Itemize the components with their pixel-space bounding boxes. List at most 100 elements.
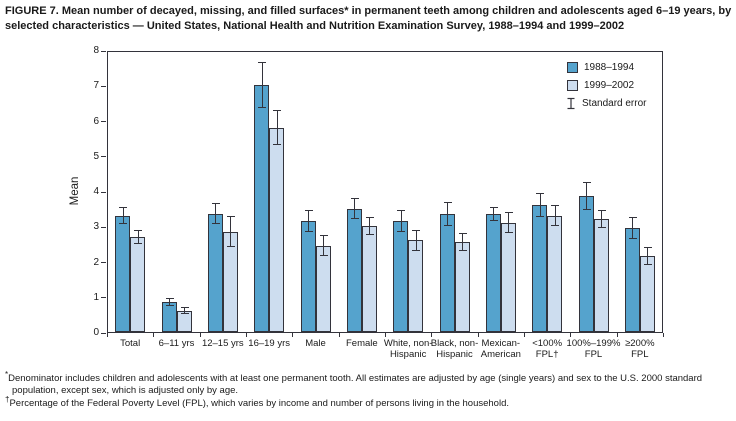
bar-1999-2002 bbox=[408, 240, 424, 332]
error-bar-cap bbox=[304, 210, 313, 212]
error-bar-cap bbox=[165, 305, 174, 307]
x-category-label: Mexican- American bbox=[480, 338, 521, 361]
error-bar-cap bbox=[258, 107, 267, 109]
legend-label: 1999–2002 bbox=[584, 79, 635, 91]
x-category-label: ≥200% FPL bbox=[625, 338, 655, 361]
bar-1999-2002 bbox=[361, 226, 377, 332]
error-bar-cap bbox=[504, 212, 513, 214]
error-bar bbox=[400, 210, 402, 232]
error-bar bbox=[415, 229, 417, 251]
error-bar-cap bbox=[134, 242, 143, 244]
bar-1988-1994 bbox=[346, 208, 362, 332]
error-bar-cap bbox=[319, 235, 328, 237]
x-tick bbox=[477, 333, 479, 337]
figure-title: FIGURE 7. Mean number of decayed, missin… bbox=[5, 5, 732, 32]
error-bar-cap bbox=[628, 237, 637, 239]
bar-1988-1994 bbox=[439, 213, 455, 332]
error-bar bbox=[308, 210, 309, 232]
error-bar-cap bbox=[443, 201, 452, 203]
legend-label: Standard error bbox=[582, 97, 647, 109]
error-bar-cap bbox=[226, 215, 235, 217]
error-bar-cap bbox=[536, 216, 545, 218]
error-bar-cap bbox=[536, 192, 545, 194]
error-bar bbox=[215, 203, 217, 225]
bar-1988-1994 bbox=[300, 220, 316, 332]
error-bar-cap bbox=[643, 247, 652, 249]
footnote-fpl: †Percentage of the Federal Poverty Level… bbox=[5, 395, 734, 410]
error-bar-cap bbox=[597, 210, 606, 212]
error-bar-cap bbox=[165, 297, 174, 299]
footnote-marker: * bbox=[5, 369, 9, 379]
bar-1988-1994 bbox=[393, 220, 409, 332]
error-bar bbox=[586, 182, 587, 211]
x-category-label: <100% FPL† bbox=[532, 338, 563, 361]
error-bar bbox=[122, 206, 124, 225]
bar-1999-2002 bbox=[547, 215, 563, 332]
error-bar-cap bbox=[582, 182, 591, 184]
y-tick bbox=[101, 121, 106, 122]
error-bar-cap bbox=[412, 229, 421, 231]
error-bar bbox=[539, 192, 541, 218]
legend-item-1999-2002: 1999–2002 bbox=[567, 76, 646, 94]
error-bar bbox=[230, 215, 232, 248]
y-tick bbox=[101, 156, 106, 158]
bar-1999-2002 bbox=[639, 256, 655, 332]
y-tick bbox=[101, 226, 106, 228]
x-tick bbox=[616, 333, 618, 337]
bar-1999-2002 bbox=[593, 219, 609, 332]
bar-1988-1994 bbox=[161, 302, 177, 332]
x-tick bbox=[153, 333, 155, 337]
error-bar-cap bbox=[258, 62, 267, 64]
error-bar-cap bbox=[350, 198, 359, 200]
error-bar bbox=[261, 62, 263, 109]
legend-item-standard-error: Standard error bbox=[567, 94, 646, 112]
y-tick-label: 2 bbox=[93, 256, 99, 268]
error-bar-cap bbox=[273, 109, 282, 111]
error-bar-cap bbox=[180, 313, 189, 315]
error-bar bbox=[184, 307, 185, 315]
x-category-label: Female bbox=[345, 338, 378, 349]
legend-item-1988-1994: 1988–1994 bbox=[567, 58, 646, 76]
error-bar-cap bbox=[119, 223, 128, 225]
legend-label: 1988–1994 bbox=[584, 61, 635, 73]
error-bar bbox=[493, 206, 495, 221]
y-tick-label: 1 bbox=[93, 291, 99, 303]
error-bar-cap bbox=[134, 229, 143, 231]
x-category-label: 12–15 yrs bbox=[201, 338, 244, 349]
error-bar bbox=[447, 201, 448, 227]
error-bar-cap bbox=[504, 232, 513, 234]
error-bar-cap bbox=[582, 209, 591, 211]
footnote-text: Percentage of the Federal Poverty Level … bbox=[9, 397, 510, 409]
error-bar-cap bbox=[119, 206, 128, 208]
y-tick bbox=[101, 85, 106, 87]
footnotes: *Denominator includes children and adole… bbox=[5, 369, 734, 410]
bar-1999-2002 bbox=[500, 222, 516, 332]
legend-swatch-1999-2002-icon bbox=[567, 79, 578, 91]
error-bar bbox=[647, 247, 649, 266]
footnote-denominator: *Denominator includes children and adole… bbox=[5, 369, 734, 398]
x-tick bbox=[570, 333, 572, 337]
error-bar-cap bbox=[397, 230, 406, 232]
error-bar bbox=[169, 297, 170, 307]
error-bar-cap bbox=[226, 246, 235, 248]
bar-1999-2002 bbox=[454, 242, 470, 332]
bar-1999-2002 bbox=[315, 245, 331, 332]
x-category-label: 16–19 yrs bbox=[248, 338, 291, 349]
error-bar bbox=[276, 109, 278, 146]
error-bar-cap bbox=[597, 227, 606, 228]
bar-1988-1994 bbox=[485, 213, 501, 332]
x-category-label: Black, non- Hispanic bbox=[430, 338, 479, 361]
legend: 1988–1994 1999–2002 Standard error bbox=[567, 58, 646, 112]
bar-1988-1994 bbox=[207, 213, 223, 332]
y-tick-label: 6 bbox=[93, 115, 99, 127]
error-bar-cap bbox=[211, 203, 220, 205]
y-tick-label: 7 bbox=[93, 80, 99, 92]
error-bar-cap bbox=[319, 255, 328, 257]
error-bar bbox=[137, 229, 139, 244]
y-tick bbox=[101, 262, 106, 263]
error-bar-cap bbox=[458, 233, 467, 235]
error-bar-cap bbox=[489, 219, 498, 221]
error-bar bbox=[354, 198, 356, 220]
error-bar bbox=[462, 233, 463, 251]
error-bar bbox=[369, 217, 371, 236]
